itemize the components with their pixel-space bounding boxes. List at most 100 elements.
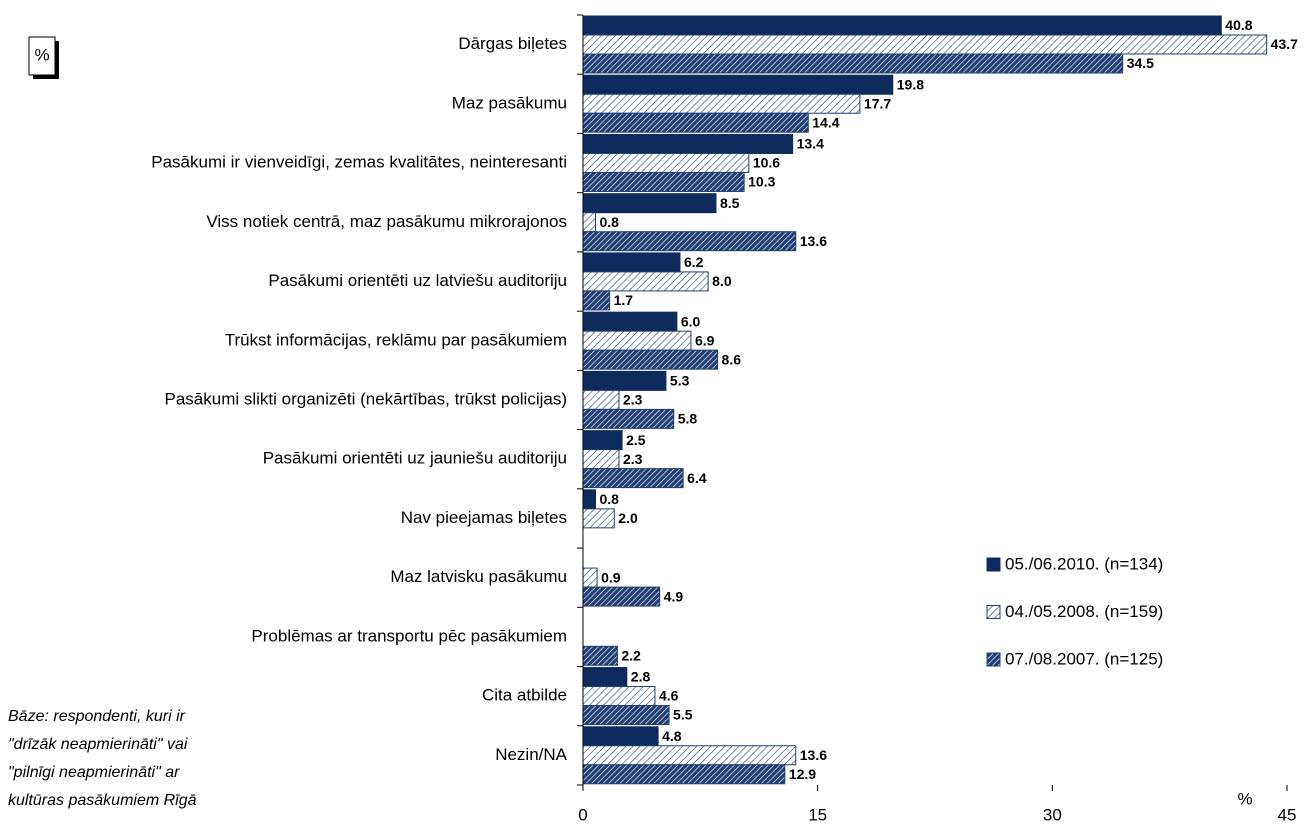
footnote: kultūras pasākumiem Rīgā [8,792,197,809]
footnote: Bāze: respondenti, kuri ir [8,708,186,725]
value-label: 40.8 [1225,17,1252,33]
value-label: 13.6 [800,747,827,763]
bar [582,764,786,785]
category-label: Pasākumi ir vienveidīgi, zemas kvalitāte… [151,153,567,172]
category-label: Pasākumi orientēti uz latviešu auditorij… [268,271,567,290]
bar [582,408,675,429]
category-label: Trūkst informācijas, reklāmu par pasākum… [225,330,567,349]
category-label: Pasākumi slikti organizēti (nekārtības, … [165,389,567,408]
bar [582,152,750,173]
value-label: 0.8 [600,491,620,507]
bar [582,34,1268,55]
value-label: 2.3 [623,392,643,408]
bar [582,686,656,707]
bar [582,508,615,529]
value-label: 12.9 [789,766,816,782]
value-label: 5.3 [670,373,690,389]
value-label: 6.4 [687,470,707,486]
value-label: 13.4 [797,136,824,152]
bar [582,726,659,747]
bar [582,645,618,666]
category-label: Viss notiek centrā, maz pasākumu mikrora… [206,212,567,231]
value-label: 10.6 [753,155,780,171]
bar [582,133,794,154]
bar [582,311,678,332]
value-label: 19.8 [897,76,924,92]
x-tick-label: 15 [808,805,827,824]
legend-swatch [986,652,1001,667]
category-label: Maz latvisku pasākumu [390,567,567,586]
value-label: 2.2 [621,648,641,664]
footnote: "pilnīgi neapmierināti" ar [8,764,180,781]
bar [582,193,717,214]
value-label: 6.2 [684,254,704,270]
bar [582,15,1222,36]
bar [582,112,809,133]
value-label: 43.7 [1271,36,1298,52]
bar [582,705,670,726]
value-label: 1.7 [614,292,634,308]
x-tick-label: 45 [1278,805,1297,824]
value-label: 14.4 [812,114,839,130]
bar [582,53,1124,74]
value-label: 4.9 [664,588,684,604]
value-label: 4.8 [662,728,682,744]
value-label: 2.0 [618,510,638,526]
value-label: 2.8 [631,669,651,685]
category-label: Pasākumi orientēti uz jauniešu auditorij… [263,449,567,468]
bar [582,330,692,351]
category-label: Dārgas biļetes [458,34,567,53]
bar [582,271,709,292]
value-label: 6.9 [695,332,715,348]
bar [582,252,681,273]
bar [582,567,598,588]
bar [582,489,597,510]
bar [582,667,628,688]
category-label: Maz pasākumu [452,93,567,112]
bar [582,290,611,311]
x-tick-label: 0 [578,805,587,824]
bar [582,389,620,410]
category-label: Nav pieejamas biļetes [401,508,567,527]
category-label: Cita atbilde [482,686,567,705]
bar [582,212,597,233]
bar [582,349,719,370]
category-label: Nezin/NA [495,745,567,764]
legend-label: 04./05.2008. (n=159) [1005,602,1163,621]
x-tick-label: 30 [1043,805,1062,824]
value-label: 8.6 [722,351,742,367]
value-label: 5.8 [678,411,698,427]
unit-box [28,36,56,76]
value-label: 10.3 [748,174,775,190]
bar [582,231,797,252]
value-label: 0.8 [600,214,620,230]
bar [582,74,894,95]
value-label: 2.3 [623,451,643,467]
bar [582,586,661,607]
value-label: 8.5 [720,195,740,211]
value-label: 0.9 [601,569,621,585]
value-label: 13.6 [800,233,827,249]
legend-swatch [986,557,1001,572]
category-label: Problēmas ar transportu pēc pasākumiem [251,626,567,645]
value-label: 17.7 [864,95,891,111]
unit-box-label: % [34,45,49,64]
footnote: "drīzāk neapmierināti" vai [8,736,188,753]
value-label: 34.5 [1127,55,1154,71]
bar [582,449,620,470]
value-label: 5.5 [673,707,693,723]
value-label: 2.5 [626,432,646,448]
bar [582,745,797,766]
legend-swatch [986,605,1001,619]
bar [582,171,745,192]
legend-label: 07./08.2007. (n=125) [1005,649,1163,668]
value-label: 6.0 [681,313,701,329]
bar [582,430,623,451]
legend-label: 05./06.2010. (n=134) [1005,554,1163,573]
bar [582,370,667,391]
bar [582,93,861,114]
value-label: 4.6 [659,688,679,704]
bar [582,468,684,489]
x-axis-label: % [1237,789,1252,808]
